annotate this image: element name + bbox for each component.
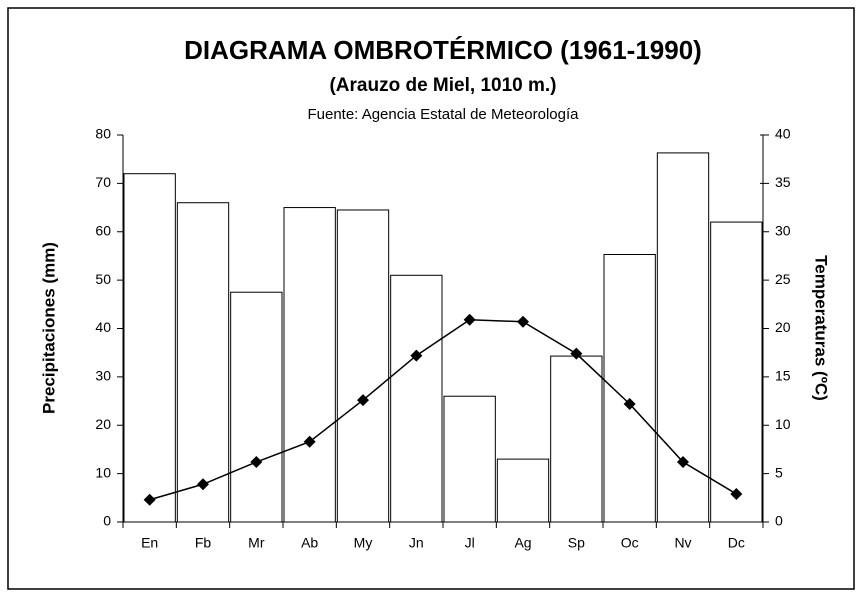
y2-axis-label: Temperaturas (ºC) xyxy=(812,255,831,401)
x-tick-label: Mr xyxy=(248,535,265,551)
bar xyxy=(123,173,176,523)
x-tick-label: Nv xyxy=(674,535,691,551)
temperature-line xyxy=(149,319,737,501)
bar xyxy=(443,395,496,523)
y2-tick-label: 30 xyxy=(775,222,791,238)
marker xyxy=(303,435,316,448)
y-tick-label: 30 xyxy=(95,368,111,384)
x-tick-label: Ab xyxy=(301,535,318,551)
x-tick-label: My xyxy=(354,535,373,551)
y-tick-label: 20 xyxy=(95,416,111,432)
bar xyxy=(176,202,230,523)
chart-source: Fuente: Agencia Estatal de Meteorología xyxy=(307,106,579,123)
x-tick-label: Dc xyxy=(728,535,745,551)
bar xyxy=(496,458,550,523)
x-tick-label: Jn xyxy=(409,535,424,551)
y2-tick-label: 0 xyxy=(775,513,783,529)
x-tick-label: Fb xyxy=(195,535,212,551)
y-tick-label: 0 xyxy=(103,513,111,529)
marker xyxy=(677,456,689,469)
x-tick-label: Sp xyxy=(568,535,585,551)
y2-tick-label: 5 xyxy=(775,464,783,480)
chart-title: DIAGRAMA OMBROTÉRMICO (1961-1990) xyxy=(184,35,702,65)
bar xyxy=(710,221,763,523)
marker xyxy=(197,478,209,491)
bar xyxy=(603,253,656,523)
bar xyxy=(283,207,336,523)
y-axis-label: Precipitaciones (mm) xyxy=(39,242,58,414)
y-tick-label: 80 xyxy=(95,126,111,142)
bar xyxy=(230,291,283,523)
bar xyxy=(550,355,603,523)
bar xyxy=(390,274,443,523)
y2-tick-label: 10 xyxy=(775,416,791,432)
marker xyxy=(357,394,369,407)
y2-tick-label: 20 xyxy=(775,319,791,335)
bar xyxy=(336,209,390,523)
y-tick-label: 50 xyxy=(95,271,111,287)
x-tick-label: Oc xyxy=(621,535,639,551)
x-tick-label: Ag xyxy=(514,535,531,551)
marker xyxy=(623,397,636,410)
marker xyxy=(570,347,583,360)
y-tick-label: 70 xyxy=(95,174,111,190)
y-tick-label: 60 xyxy=(95,222,111,238)
y2-tick-label: 40 xyxy=(775,126,791,142)
x-tick-label: Jl xyxy=(465,535,475,551)
marker xyxy=(143,493,156,506)
y2-tick-label: 25 xyxy=(775,271,791,287)
x-tick-label: En xyxy=(141,535,158,551)
chart-subtitle: (Arauzo de Miel, 1010 m.) xyxy=(329,75,556,96)
y-tick-label: 10 xyxy=(95,464,111,480)
marker xyxy=(250,456,263,469)
y2-tick-label: 15 xyxy=(775,368,791,384)
y-tick-label: 40 xyxy=(95,319,111,335)
marker xyxy=(730,487,743,500)
marker xyxy=(517,315,529,328)
marker xyxy=(463,313,476,326)
y2-tick-label: 35 xyxy=(775,174,791,190)
marker xyxy=(410,349,423,362)
